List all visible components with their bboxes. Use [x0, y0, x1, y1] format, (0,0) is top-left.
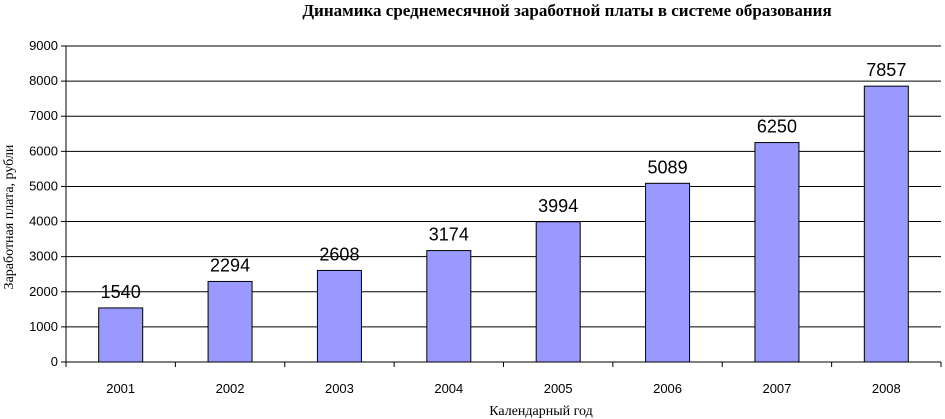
- bar-2006: [645, 182, 691, 363]
- bars: [98, 85, 909, 363]
- data-labels: 1540 2294 2608 3174 3994 5089 6250 7857: [101, 60, 907, 302]
- x-tick-label: 2008: [872, 381, 901, 396]
- x-axis-ticks: 2001 2002 2003 2004 2005 2006 2007 2008: [65, 362, 942, 396]
- y-tick-label: 3000: [29, 249, 58, 264]
- y-tick-label: 7000: [29, 108, 58, 123]
- y-tick-label: 0: [51, 354, 58, 369]
- y-tick-label: 6000: [29, 143, 58, 158]
- bar-2002: [207, 280, 253, 363]
- data-label-2008: 7857: [866, 60, 906, 80]
- gridlines: [66, 45, 941, 328]
- y-axis-label: Заработная плата, рубли: [2, 144, 17, 289]
- data-label-2007: 6250: [757, 117, 797, 137]
- data-label-2005: 3994: [538, 196, 578, 216]
- y-tick-label: 9000: [29, 38, 58, 53]
- bar-2004: [426, 250, 472, 363]
- x-tick-label: 2007: [762, 381, 791, 396]
- y-tick-label: 1000: [29, 319, 58, 334]
- y-tick-label: 5000: [29, 178, 58, 193]
- x-tick-label: 2002: [216, 381, 245, 396]
- bar-2007: [754, 142, 800, 363]
- bar-2001: [98, 307, 144, 363]
- bar-2005: [535, 221, 581, 363]
- axes: [65, 46, 941, 363]
- x-tick-label: 2004: [434, 381, 463, 396]
- x-tick-label: 2006: [653, 381, 682, 396]
- data-label-2004: 3174: [429, 225, 469, 245]
- chart-title: Динамика среднемесячной заработной платы…: [302, 1, 831, 20]
- data-label-2003: 2608: [319, 244, 359, 264]
- data-label-2002: 2294: [210, 255, 250, 275]
- bar-2003: [316, 269, 362, 363]
- data-label-2001: 1540: [101, 282, 141, 302]
- bar-2008: [863, 85, 909, 363]
- x-tick-label: 2003: [325, 381, 354, 396]
- x-axis-label: Календарный год: [489, 404, 593, 419]
- y-tick-label: 4000: [29, 214, 58, 229]
- x-tick-label: 2005: [544, 381, 573, 396]
- y-tick-label: 8000: [29, 73, 58, 88]
- x-tick-label: 2001: [106, 381, 135, 396]
- data-label-2006: 5089: [648, 157, 688, 177]
- y-axis-ticks: 0 1000 2000 3000 4000 5000 6000 7000 8000 9000: [29, 38, 66, 369]
- y-tick-label: 2000: [29, 284, 58, 299]
